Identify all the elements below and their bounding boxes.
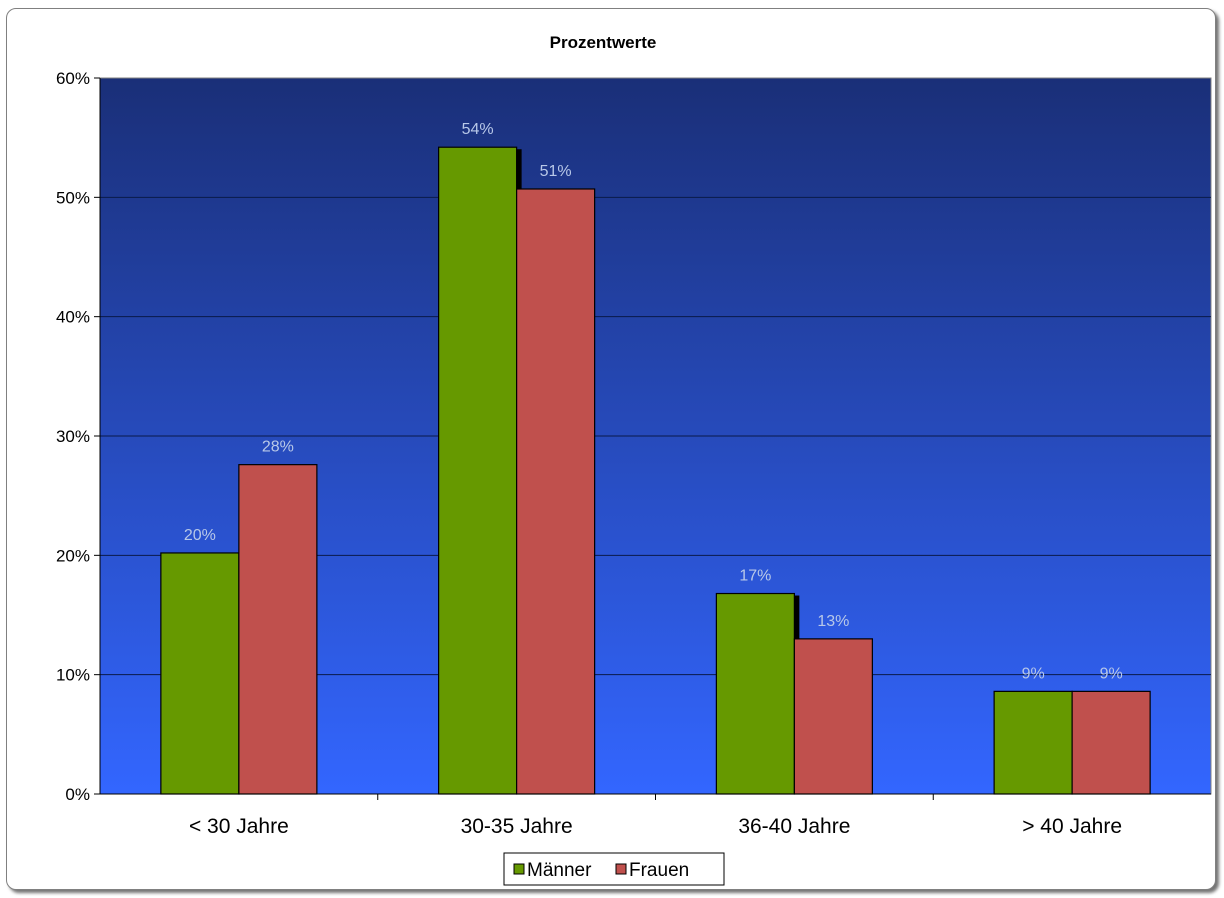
chart-title: Prozentwerte [550,33,657,52]
data-label: 9% [1022,665,1045,682]
legend: Männer Frauen [503,852,725,886]
data-label: 17% [739,568,771,585]
y-tick-label: 50% [56,188,90,207]
y-tick-label: 20% [56,546,90,565]
bar-frauen [238,464,318,795]
bar-frauen [1071,690,1151,795]
x-tick-label: 36-40 Jahre [738,815,850,838]
x-tick-label: 30-35 Jahre [461,815,573,838]
bar-maenner [993,690,1073,795]
y-tick-label: 60% [56,69,90,88]
legend-label: Männer [527,860,592,881]
legend-swatch [513,863,525,875]
bar-frauen [793,638,873,795]
y-tick-label: 0% [65,785,90,804]
x-tick-label: < 30 Jahre [189,815,289,838]
bar-maenner [715,592,795,795]
data-label: 20% [184,527,216,544]
data-label: 9% [1100,665,1123,682]
data-label: 51% [540,163,572,180]
bar-frauen [516,188,596,795]
y-tick-label: 40% [56,308,90,327]
y-tick-label: 10% [56,666,90,685]
legend-box [503,852,725,886]
legend-swatch [615,863,627,875]
data-label: 28% [262,439,294,456]
bar-maenner [438,146,518,795]
data-label: 13% [817,613,849,630]
data-label: 54% [462,121,494,138]
bar-maenner [160,552,240,795]
y-tick-label: 30% [56,427,90,446]
x-tick-label: > 40 Jahre [1022,815,1122,838]
legend-label: Frauen [629,860,689,881]
